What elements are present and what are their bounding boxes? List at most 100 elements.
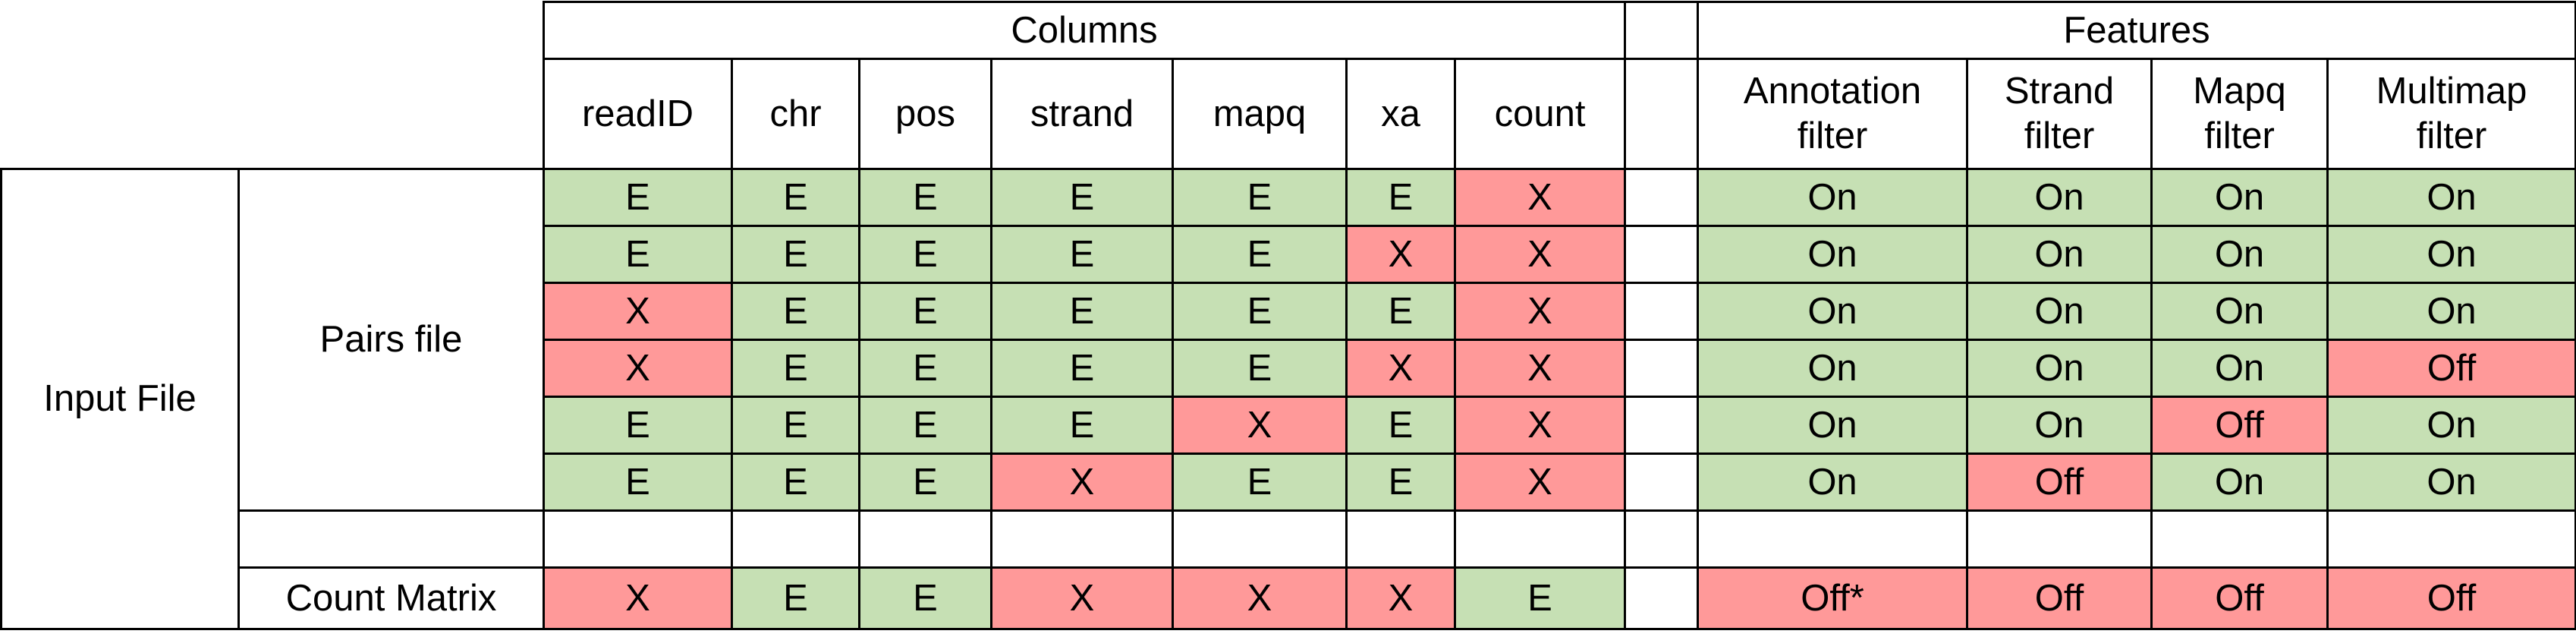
feature-header-annotation-filter: Annotation filter: [1697, 58, 1968, 170]
table-cell: X: [1172, 396, 1348, 455]
table-cell: X: [543, 282, 733, 341]
blank-cell: [2150, 509, 2329, 569]
feature-cell: On: [2150, 339, 2329, 398]
blank-cell: [2326, 509, 2576, 569]
blank-cell: [1454, 509, 1626, 569]
feature-cell: On: [1966, 168, 2153, 227]
blank-cell: [1697, 509, 1968, 569]
gap-cell: [1624, 453, 1699, 512]
feature-cell: On: [2326, 225, 2576, 284]
gap-cell: [1624, 509, 1699, 569]
feature-cell: On: [1697, 168, 1968, 227]
table-cell: E: [731, 168, 860, 227]
table-cell: E: [990, 282, 1174, 341]
feature-cell: On: [1966, 339, 2153, 398]
table-cell: E: [731, 225, 860, 284]
table-cell: E: [1345, 282, 1456, 341]
feature-cell: On: [1697, 396, 1968, 455]
table-cell: X: [543, 566, 733, 630]
gap-cell: [1624, 396, 1699, 455]
feature-cell: On: [2150, 453, 2329, 512]
blank-cell: [543, 509, 733, 569]
blank-label-cell: [237, 509, 545, 569]
column-header-strand: strand: [990, 58, 1174, 170]
table-cell: E: [990, 396, 1174, 455]
table-cell: E: [990, 225, 1174, 284]
feature-header-multimap-filter: Multimap filter: [2326, 58, 2576, 170]
table-cell: E: [543, 396, 733, 455]
feature-cell: On: [1697, 339, 1968, 398]
feature-cell: On: [1697, 282, 1968, 341]
feature-cell: On: [2150, 168, 2329, 227]
table-cell: E: [858, 566, 992, 630]
feature-header-strand-filter: Strand filter: [1966, 58, 2153, 170]
blank-cell: [1345, 509, 1456, 569]
blank-cell: [858, 509, 992, 569]
feature-cell: On: [2326, 168, 2576, 227]
table-cell: X: [1454, 396, 1626, 455]
blank-cell: [1172, 509, 1348, 569]
feature-cell: Off*: [1697, 566, 1968, 630]
table-cell: E: [543, 225, 733, 284]
column-header-pos: pos: [858, 58, 992, 170]
feature-cell: On: [1966, 396, 2153, 455]
table-cell: E: [1172, 282, 1348, 341]
table-cell: E: [1172, 168, 1348, 227]
column-header-xa: xa: [1345, 58, 1456, 170]
table-cell: E: [858, 225, 992, 284]
table-cell: E: [543, 453, 733, 512]
table-cell: X: [990, 453, 1174, 512]
table-cell: E: [1345, 453, 1456, 512]
gap-cell: [1624, 282, 1699, 341]
feature-cell: On: [2326, 453, 2576, 512]
gap-cell: [1624, 225, 1699, 284]
table-cell: E: [990, 339, 1174, 398]
columns-group-header: Columns: [543, 1, 1626, 60]
table-cell: X: [1454, 168, 1626, 227]
table-cell: E: [858, 282, 992, 341]
table-cell: E: [731, 566, 860, 630]
table-cell: E: [1172, 225, 1348, 284]
feature-cell: Off: [2326, 339, 2576, 398]
gap-cell: [1624, 168, 1699, 227]
column-header-count: count: [1454, 58, 1626, 170]
feature-cell: On: [2150, 282, 2329, 341]
row-label-input-file: Input File: [0, 168, 240, 630]
table-cell: X: [1172, 566, 1348, 630]
table-cell: E: [1345, 396, 1456, 455]
feature-cell: Off: [2326, 566, 2576, 630]
feature-cell: Off: [1966, 566, 2153, 630]
table-cell: E: [1345, 168, 1456, 227]
blank-cell: [731, 509, 860, 569]
table-cell: E: [990, 168, 1174, 227]
table-cell: E: [858, 339, 992, 398]
feature-cell: Off: [2150, 396, 2329, 455]
gap-cell: [1624, 339, 1699, 398]
table-cell: X: [1454, 282, 1626, 341]
column-header-readid: readID: [543, 58, 733, 170]
table-cell: E: [731, 396, 860, 455]
gap-cell: [1624, 566, 1699, 630]
table-cell: X: [1454, 339, 1626, 398]
table-cell: E: [731, 282, 860, 341]
feature-cell: On: [2326, 396, 2576, 455]
table-cell: X: [1454, 225, 1626, 284]
row-label-count-matrix: Count Matrix: [237, 566, 545, 630]
feature-cell: On: [1697, 225, 1968, 284]
feature-cell: On: [2326, 282, 2576, 341]
blank-cell: [1966, 509, 2153, 569]
table-cell: E: [858, 453, 992, 512]
table-cell: E: [731, 339, 860, 398]
features-group-header: Features: [1697, 1, 2576, 60]
row-label-pairs-file: Pairs file: [237, 168, 545, 512]
table-cell: E: [731, 453, 860, 512]
table-cell: X: [1454, 453, 1626, 512]
feature-cell: On: [1697, 453, 1968, 512]
gap-cell: [1624, 1, 1699, 60]
feature-cell: Off: [1966, 453, 2153, 512]
column-header-chr: chr: [731, 58, 860, 170]
blank-cell: [990, 509, 1174, 569]
column-header-mapq: mapq: [1172, 58, 1348, 170]
table-cell: X: [990, 566, 1174, 630]
feature-cell: On: [2150, 225, 2329, 284]
